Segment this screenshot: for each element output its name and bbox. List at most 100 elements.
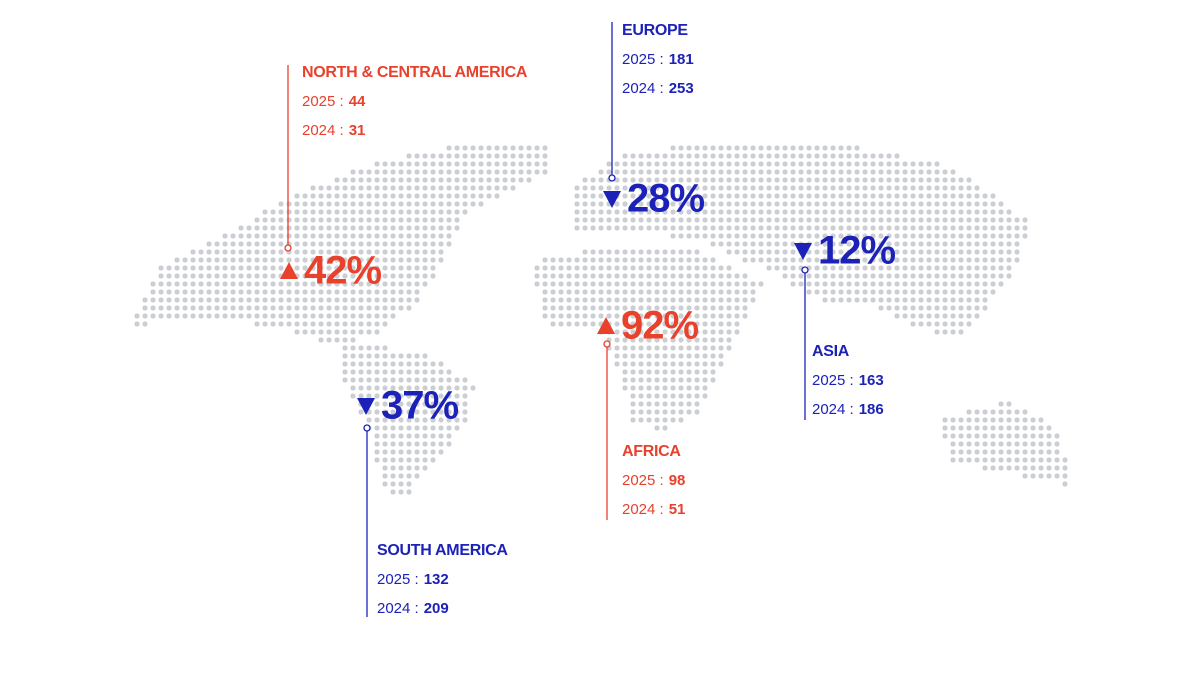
map-dot (470, 185, 476, 191)
map-dot (334, 193, 340, 199)
map-dot (710, 145, 716, 151)
map-dot (686, 225, 692, 231)
map-dot (310, 201, 316, 207)
map-dot (382, 305, 388, 311)
map-dot (846, 193, 852, 199)
map-dot (974, 305, 980, 311)
map-dot (870, 273, 876, 279)
map-dot (438, 169, 444, 175)
map-dot (638, 353, 644, 359)
map-dot (398, 457, 404, 463)
map-dot (174, 305, 180, 311)
map-dot (462, 161, 468, 167)
map-dot (910, 297, 916, 303)
map-dot (646, 401, 652, 407)
map-dot (822, 225, 828, 231)
map-dot (678, 145, 684, 151)
map-dot (438, 369, 444, 375)
map-dot (830, 145, 836, 151)
map-dot (414, 185, 420, 191)
map-dot (710, 289, 716, 295)
map-dot (686, 401, 692, 407)
map-dot (950, 225, 956, 231)
map-dot (814, 265, 820, 271)
map-dot (774, 153, 780, 159)
map-dot (326, 321, 332, 327)
map-dot (942, 329, 948, 335)
map-dot (774, 257, 780, 263)
map-dot (998, 201, 1004, 207)
map-dot (414, 361, 420, 367)
map-dot (886, 273, 892, 279)
map-dot (302, 233, 308, 239)
map-dot (726, 313, 732, 319)
map-dot (766, 193, 772, 199)
map-dot (630, 409, 636, 415)
map-dot (294, 225, 300, 231)
map-dot (702, 225, 708, 231)
map-dot (294, 289, 300, 295)
map-dot (990, 201, 996, 207)
map-dot (494, 161, 500, 167)
map-dot (710, 369, 716, 375)
map-dot (1062, 465, 1068, 471)
map-dot (798, 217, 804, 223)
map-dot (558, 313, 564, 319)
map-dot (534, 161, 540, 167)
map-dot (342, 337, 348, 343)
map-dot (1006, 401, 1012, 407)
map-dot (1014, 409, 1020, 415)
map-dot (398, 441, 404, 447)
map-dot (390, 473, 396, 479)
map-dot (350, 377, 356, 383)
map-dot (366, 313, 372, 319)
map-dot (942, 225, 948, 231)
map-dot (630, 353, 636, 359)
map-dot (366, 417, 372, 423)
map-dot (486, 185, 492, 191)
map-dot (638, 273, 644, 279)
map-dot (718, 361, 724, 367)
map-dot (374, 441, 380, 447)
map-dot (238, 281, 244, 287)
map-dot (278, 321, 284, 327)
map-dot (406, 377, 412, 383)
map-dot (390, 273, 396, 279)
map-dot (366, 377, 372, 383)
map-dot (702, 369, 708, 375)
map-dot (782, 217, 788, 223)
map-dot (942, 273, 948, 279)
map-dot (310, 273, 316, 279)
map-dot (686, 177, 692, 183)
map-dot (366, 249, 372, 255)
map-dot (382, 169, 388, 175)
map-dot (886, 249, 892, 255)
map-dot (350, 369, 356, 375)
map-dot (838, 153, 844, 159)
map-dot (302, 201, 308, 207)
map-dot (422, 161, 428, 167)
map-dot (1022, 409, 1028, 415)
map-dot (550, 305, 556, 311)
map-dot (550, 273, 556, 279)
map-dot (918, 297, 924, 303)
map-dot (1014, 465, 1020, 471)
map-dot (742, 289, 748, 295)
map-dot (678, 305, 684, 311)
map-dot (886, 169, 892, 175)
map-dot (974, 417, 980, 423)
map-dot (446, 385, 452, 391)
map-dot (702, 289, 708, 295)
map-dot (574, 225, 580, 231)
map-dot (718, 297, 724, 303)
map-dot (398, 233, 404, 239)
map-dot (398, 465, 404, 471)
map-dot (638, 257, 644, 263)
year-label: 2024 : (377, 600, 419, 617)
map-dot (982, 281, 988, 287)
map-dot (430, 185, 436, 191)
map-dot (358, 345, 364, 351)
map-dot (742, 169, 748, 175)
map-dot (822, 177, 828, 183)
